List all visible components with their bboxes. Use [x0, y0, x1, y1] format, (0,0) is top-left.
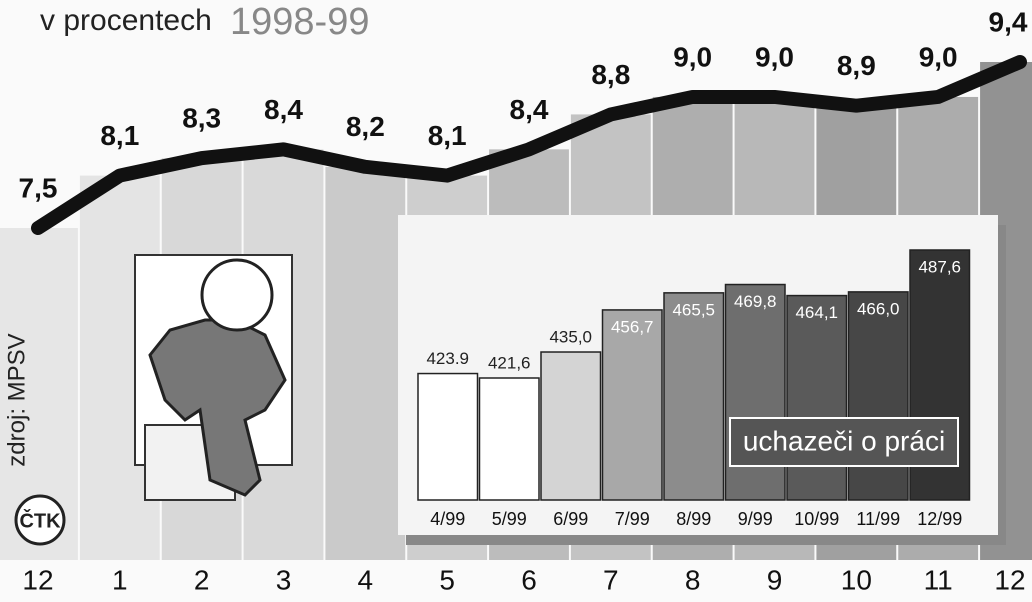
value-label: 466,0	[857, 299, 900, 318]
inset: 423.9 4/99 421,6 5/99 435,0 6/99 456,7 7/99 465,…	[398, 215, 1006, 545]
x-tick-label: 2	[194, 564, 210, 595]
value-label: 8,2	[346, 111, 385, 142]
bar	[724, 283, 786, 501]
bar	[663, 292, 725, 501]
logo-circle	[14, 494, 66, 546]
value-label: 469,8	[734, 292, 777, 311]
x-tick-label: 11/99	[856, 509, 900, 529]
logo: ČTK	[14, 494, 66, 546]
logo-text: ČTK	[19, 508, 61, 532]
x-tick-label: 12	[22, 564, 53, 595]
value-label: 423.9	[426, 349, 469, 368]
source: zdroj: MPSV	[3, 333, 30, 466]
line	[31, 55, 1027, 235]
x-tick-label: 12/99	[917, 509, 962, 529]
bar	[847, 291, 909, 501]
value-label: 464,1	[795, 303, 838, 322]
value-label: 465,5	[672, 300, 715, 319]
x-tick-label: 8	[685, 564, 701, 595]
seat	[144, 424, 236, 501]
x-tick-label: 6	[521, 564, 537, 595]
bar	[417, 372, 479, 501]
x-tick-label: 8/99	[676, 509, 711, 529]
chart-subtitle: 1998-99	[230, 1, 369, 43]
x-tick-label: 3	[276, 564, 292, 595]
x-tick-label: 5/99	[492, 509, 527, 529]
x-tick-label: 10/99	[794, 509, 839, 529]
value-label: 421,6	[488, 353, 531, 372]
illustration	[134, 254, 293, 501]
value-label: 8,1	[100, 120, 139, 151]
value-label: 9,0	[755, 41, 794, 72]
value-label: 8,3	[182, 102, 221, 133]
value-label: 456,7	[611, 317, 654, 336]
x-tick-label: 1	[112, 564, 128, 595]
x-tick-label: 10	[841, 564, 872, 595]
column	[325, 166, 406, 560]
bar	[540, 351, 602, 501]
x-tick-label: 9	[767, 564, 783, 595]
value-label: 8,9	[837, 50, 876, 81]
value-label: 9,0	[673, 41, 712, 72]
head	[200, 258, 274, 332]
x-tick-label: 9/99	[738, 509, 773, 529]
value-label: 8,1	[428, 120, 467, 151]
x-tick-label: 4	[358, 564, 374, 595]
value-label: 8,4	[264, 94, 303, 125]
x-tick-label: 7	[603, 564, 619, 595]
x-tick-label: 7/99	[615, 509, 650, 529]
value-label: 9,0	[919, 41, 958, 72]
x-tick-label: 6/99	[553, 509, 588, 529]
legend-text: uchazeči o práci	[743, 425, 945, 456]
value-label: 8,4	[510, 94, 549, 125]
chart-title: v procentech	[40, 4, 212, 37]
value-label: 487,6	[918, 257, 961, 276]
value-label: 9,4	[989, 6, 1028, 37]
bar	[601, 309, 663, 501]
value-label: 8,8	[591, 59, 630, 90]
x-tick-label: 11	[924, 564, 953, 595]
bar	[786, 294, 848, 501]
x-tick-label: 4/99	[430, 509, 465, 529]
bar	[478, 377, 540, 501]
value-label: 7,5	[19, 172, 58, 203]
legend-box	[729, 417, 959, 467]
x-tick-label: 5	[439, 564, 455, 595]
value-label: 435,0	[549, 327, 592, 346]
x-tick-label: 12	[994, 564, 1025, 595]
